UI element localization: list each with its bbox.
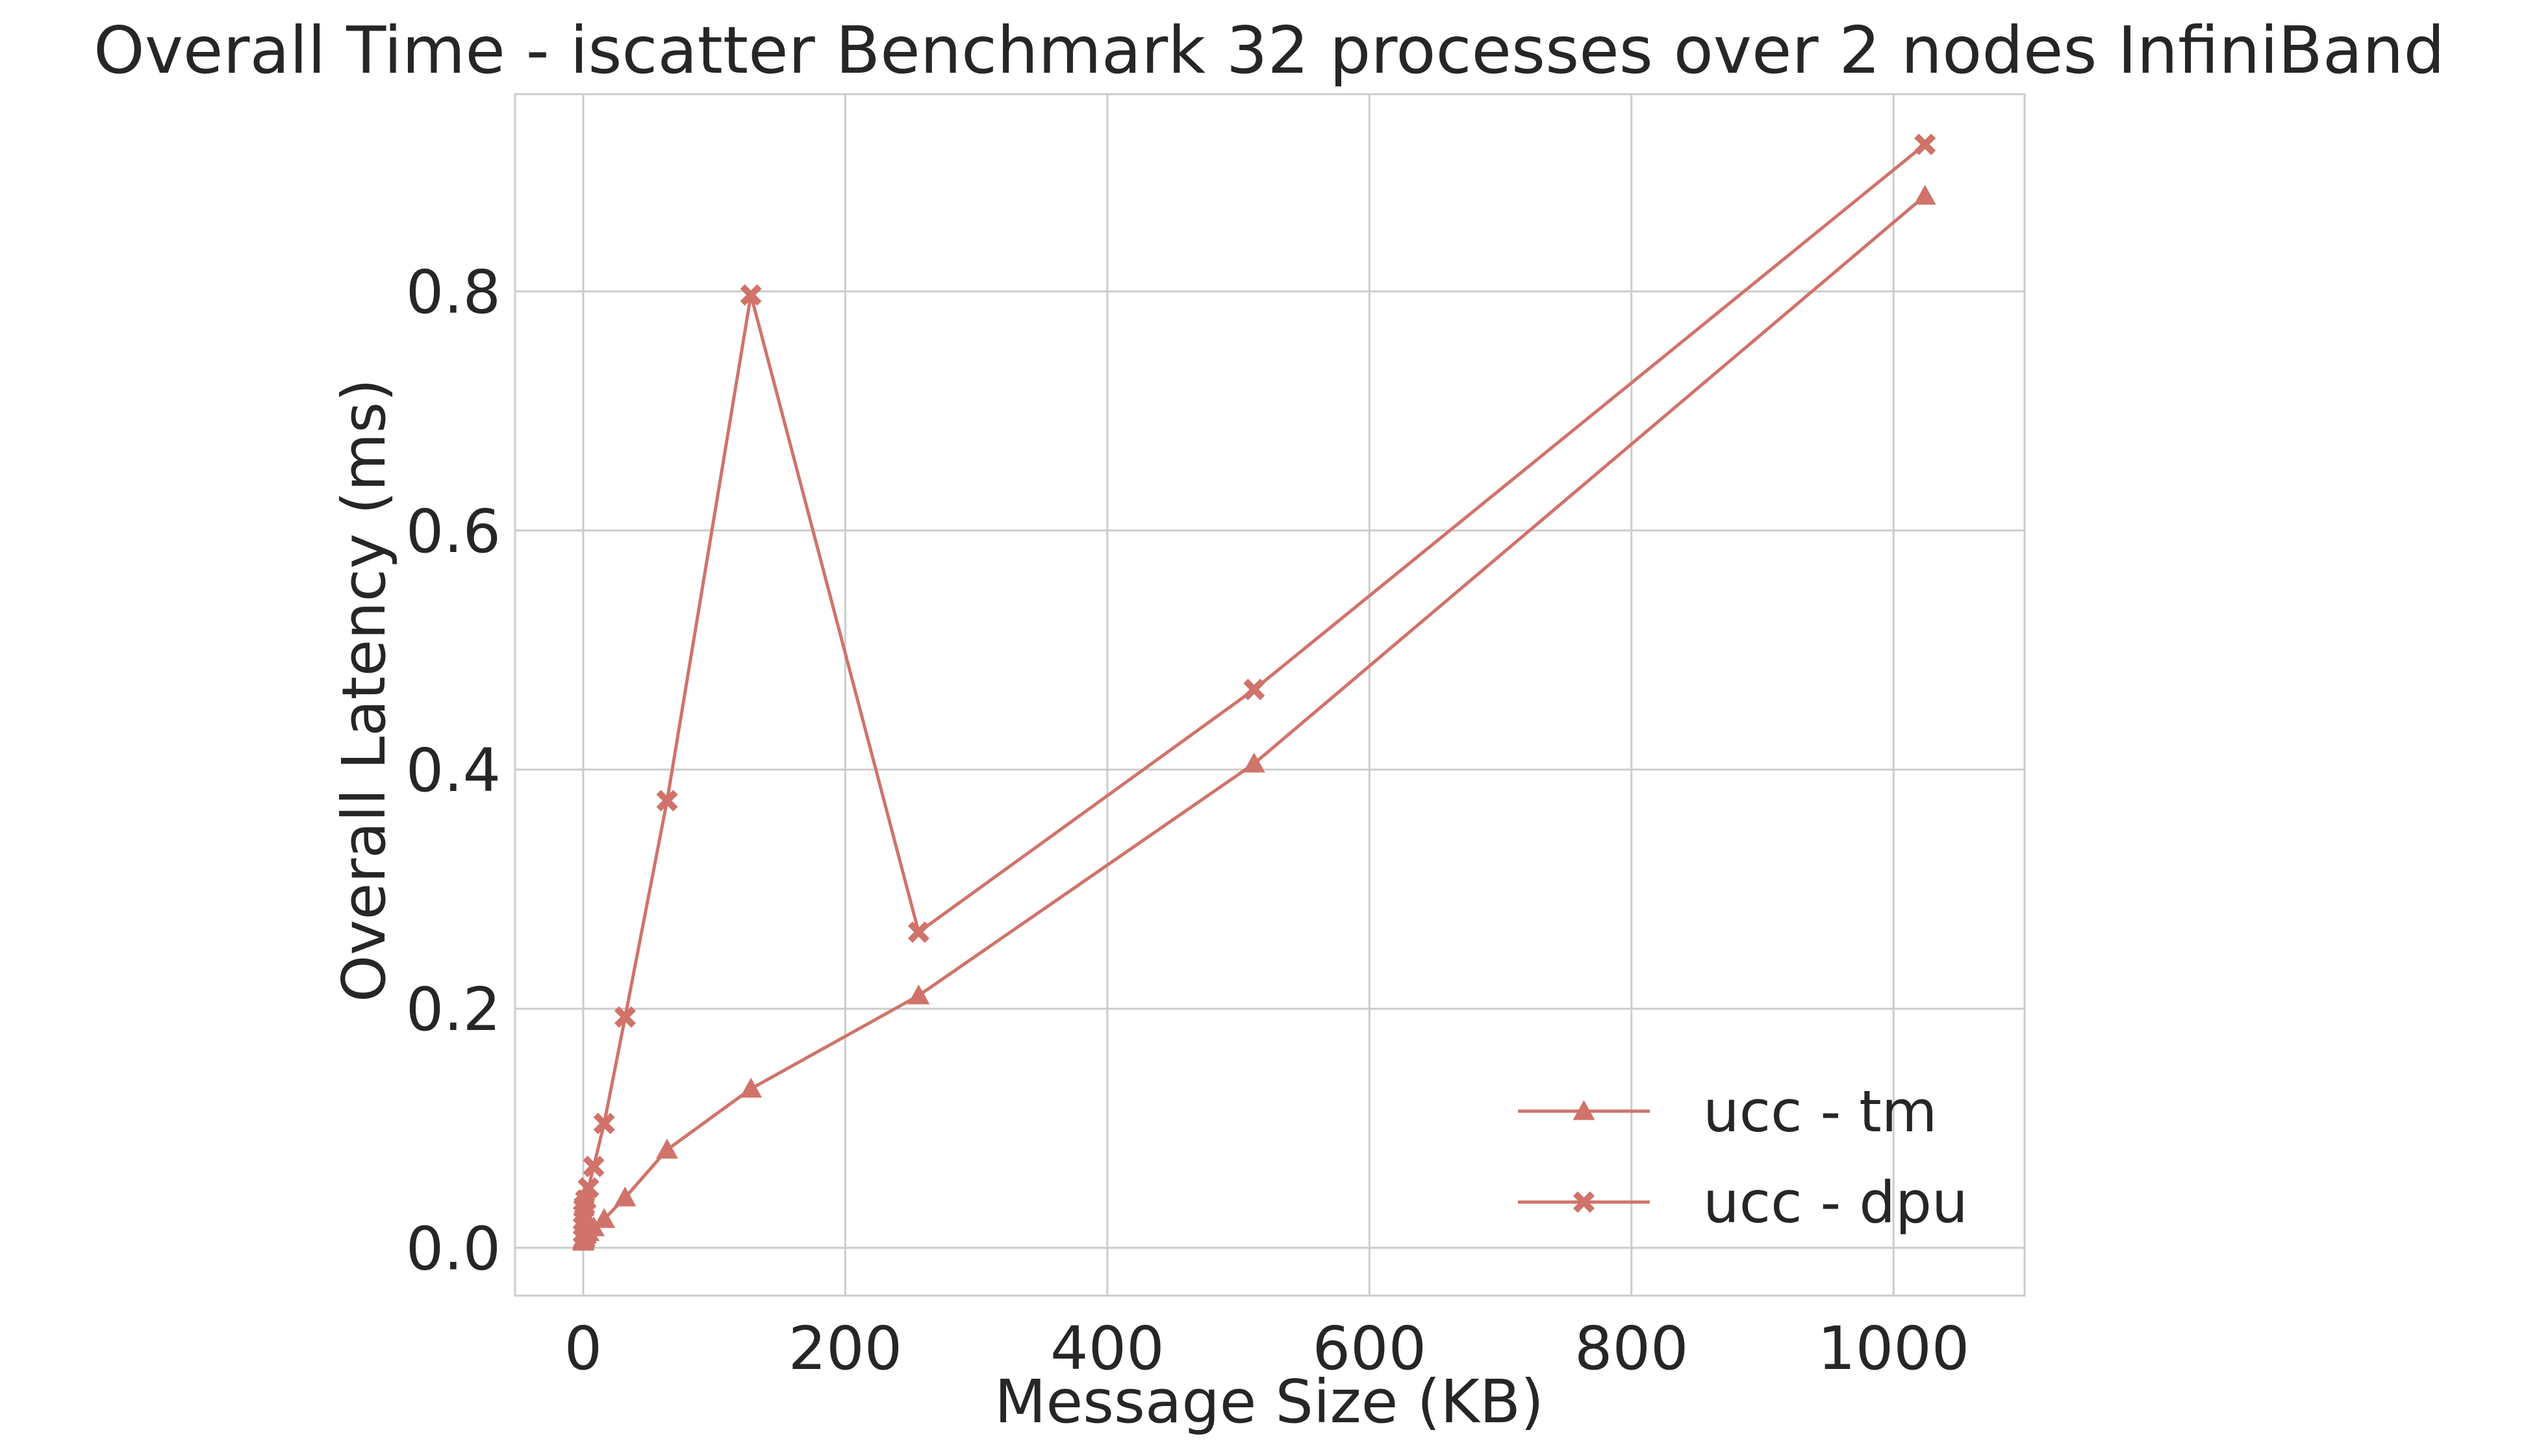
data-point — [656, 1138, 679, 1159]
x-tick-label: 0 — [564, 1314, 603, 1383]
x-tick-label: 400 — [1050, 1314, 1165, 1383]
marker-stroke — [614, 1006, 636, 1028]
marker-stroke — [593, 1112, 615, 1135]
chart-title: Overall Time - iscatter Benchmark 32 pro… — [94, 12, 2445, 88]
marker-stroke — [1914, 133, 1936, 155]
legend-entry: ucc - tm — [1518, 1078, 1937, 1145]
data-point — [1914, 133, 1936, 155]
data-point — [740, 284, 762, 306]
x-tick-label: 200 — [789, 1314, 903, 1383]
data-point — [1914, 184, 1936, 205]
legend-marker — [1573, 1100, 1595, 1120]
y-tick-label: 0.8 — [406, 258, 501, 327]
data-point — [583, 1155, 605, 1177]
data-point — [614, 1006, 636, 1028]
legend-label: ucc - tm — [1703, 1078, 1937, 1145]
x-tick-label: 1000 — [1817, 1314, 1969, 1383]
tick-labels: 0 200 400 600 800 1000 0.0 0.2 0.4 0.6 0.8 — [406, 258, 1970, 1383]
legend-entry: ucc - dpu — [1518, 1169, 1968, 1236]
data-point — [1243, 752, 1265, 773]
y-tick-label: 0.6 — [406, 497, 501, 566]
data-point — [577, 1177, 600, 1199]
legend-label: ucc - dpu — [1703, 1169, 1968, 1236]
data-point — [656, 790, 678, 812]
y-tick-label: 0.2 — [406, 975, 501, 1044]
data-point — [1243, 679, 1265, 701]
plot-frame — [514, 93, 2026, 1297]
data-point — [614, 1186, 637, 1207]
series-1 — [572, 133, 1936, 1244]
data-point — [907, 984, 930, 1005]
series-layer — [572, 133, 1936, 1251]
marker-stroke — [740, 284, 762, 306]
data-point — [907, 921, 929, 943]
x-axis-label: Message Size (KB) — [994, 1367, 1544, 1437]
data-point — [593, 1112, 615, 1135]
marker-stroke — [583, 1155, 605, 1177]
x-tick-label: 600 — [1313, 1314, 1427, 1383]
y-tick-label: 0.0 — [406, 1214, 501, 1283]
data-point — [593, 1208, 616, 1228]
marker-stroke — [577, 1177, 600, 1199]
y-axis-label: Overall Latency (ms) — [329, 379, 399, 1002]
marker-stroke — [1573, 1191, 1595, 1213]
data-point — [740, 1077, 763, 1098]
legend-marker — [1573, 1191, 1595, 1213]
legend: ucc - tm ucc - dpu — [1518, 1078, 1968, 1236]
x-tick-label: 800 — [1574, 1314, 1689, 1383]
grid — [515, 94, 2025, 1296]
y-tick-label: 0.4 — [406, 736, 501, 805]
marker-stroke — [656, 790, 678, 812]
marker-stroke — [1243, 679, 1265, 701]
marker-stroke — [907, 921, 929, 943]
